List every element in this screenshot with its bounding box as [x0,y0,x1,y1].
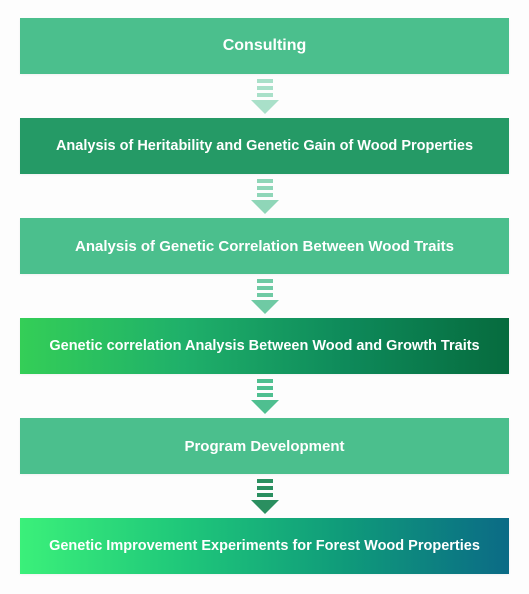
flow-step-label: Analysis of Heritability and Genetic Gai… [56,138,473,154]
flow-step-label: Consulting [223,37,307,55]
flow-arrow-0 [251,74,279,118]
flow-arrow-2 [251,274,279,318]
flow-arrow-3 [251,374,279,418]
flow-arrow-4 [251,474,279,518]
flow-step-2: Analysis of Genetic Correlation Between … [20,218,509,274]
flowchart-root: Consulting Analysis of Heritability and G… [20,18,509,574]
flow-step-1: Analysis of Heritability and Genetic Gai… [20,118,509,174]
flow-step-4: Program Development [20,418,509,474]
flow-step-label: Program Development [184,438,344,455]
flow-step-5: Genetic Improvement Experiments for Fore… [20,518,509,574]
arrow-down-icon [251,200,279,214]
arrow-down-icon [251,300,279,314]
flow-step-3: Genetic correlation Analysis Between Woo… [20,318,509,374]
arrow-down-icon [251,100,279,114]
flow-step-0: Consulting [20,18,509,74]
flow-step-label: Genetic Improvement Experiments for Fore… [49,538,480,554]
arrow-down-icon [251,500,279,514]
flow-arrow-1 [251,174,279,218]
flow-step-label: Analysis of Genetic Correlation Between … [75,238,454,255]
arrow-down-icon [251,400,279,414]
flow-step-label: Genetic correlation Analysis Between Woo… [49,338,479,354]
